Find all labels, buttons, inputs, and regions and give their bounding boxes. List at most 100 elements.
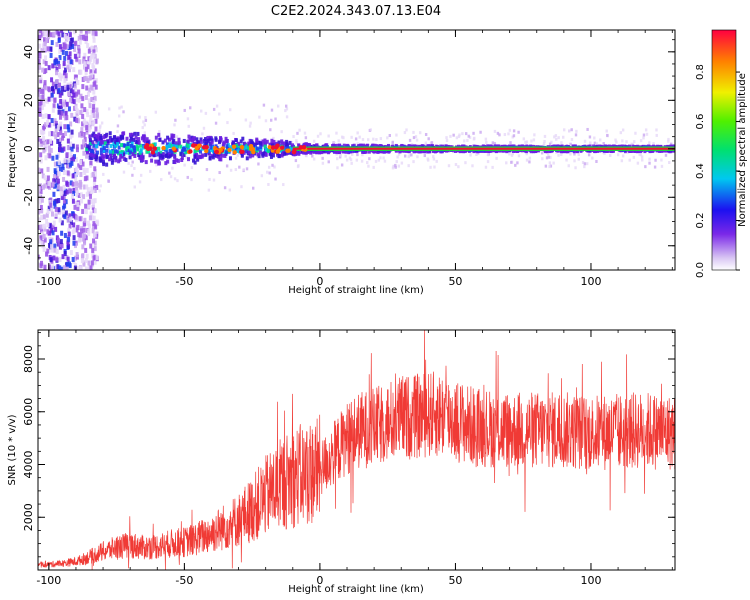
spectrogram-cell bbox=[66, 84, 70, 90]
spectrogram-cell bbox=[242, 147, 246, 152]
spectrogram-cell bbox=[62, 132, 66, 138]
spectrogram-cell bbox=[74, 74, 78, 80]
spectrogram-cell bbox=[57, 241, 61, 247]
spectrogram-cell bbox=[67, 45, 71, 51]
spectrogram-cell bbox=[87, 48, 91, 54]
spectrogram-cell bbox=[92, 33, 96, 39]
spectrogram-cell bbox=[549, 164, 553, 168]
spectrogram-cell bbox=[52, 255, 56, 261]
spectrogram-cell bbox=[229, 168, 233, 172]
spectrogram-cell bbox=[55, 174, 59, 180]
spectrogram-cell bbox=[72, 235, 76, 241]
spectrogram-cell bbox=[567, 164, 570, 168]
spectrogram-cell bbox=[120, 105, 123, 109]
spectrogram-cell bbox=[261, 139, 265, 144]
spectrogram-cell bbox=[47, 87, 51, 93]
spectrogram-cell bbox=[545, 156, 549, 160]
spectrogram-cell bbox=[61, 135, 65, 141]
spectrogram-cell bbox=[42, 101, 46, 107]
spectrogram-cell bbox=[218, 171, 221, 175]
spectrogram-cell bbox=[223, 153, 227, 158]
spectrogram-cell bbox=[39, 138, 43, 144]
spectrogram-cell bbox=[130, 164, 133, 168]
spectrogram-cell bbox=[337, 149, 341, 154]
spectrogram-cell bbox=[92, 112, 96, 118]
spectrogram-cell bbox=[234, 156, 238, 160]
spectrogram-cell bbox=[83, 240, 87, 246]
spectrogram-y-axis-label: Frequency (Hz) bbox=[7, 112, 18, 188]
spectrogram-peak bbox=[292, 148, 297, 153]
spectrogram-cell bbox=[632, 155, 636, 159]
spectrogram-cell bbox=[78, 232, 82, 238]
spectrogram-cell bbox=[466, 138, 469, 142]
spectrogram-cell bbox=[644, 128, 648, 132]
spectrogram-cell bbox=[154, 159, 158, 164]
spectrogram-cell bbox=[63, 203, 67, 209]
spectrogram-cell bbox=[315, 143, 319, 148]
spectrogram-cell bbox=[410, 144, 414, 149]
spectrogram-cell bbox=[228, 188, 232, 192]
spectrogram-cell bbox=[69, 157, 73, 163]
spectrogram-cell bbox=[473, 136, 476, 140]
spectrogram-cell bbox=[80, 228, 84, 234]
spectrogram-cell bbox=[99, 138, 103, 143]
spectrogram-cell bbox=[277, 104, 280, 108]
spectrogram-cell bbox=[88, 134, 92, 139]
spectrogram-cell bbox=[548, 161, 552, 165]
spectrogram-cell bbox=[84, 247, 88, 253]
spectrogram-cell bbox=[102, 148, 106, 153]
spectrogram-cell bbox=[98, 158, 102, 163]
spectrogram-cell bbox=[50, 211, 54, 217]
spectrogram-cell bbox=[166, 159, 170, 164]
spectrogram-cell bbox=[42, 233, 46, 239]
spectrogram-cell bbox=[76, 202, 80, 208]
spectrogram-cell bbox=[60, 243, 64, 249]
spectrogram-cell bbox=[79, 165, 83, 171]
spectrogram-cell bbox=[152, 153, 156, 158]
snr-y-tick-label: 2000 bbox=[22, 503, 35, 531]
snr-y-tick-label: 4000 bbox=[22, 451, 35, 479]
spectrogram-cell bbox=[70, 193, 74, 199]
spectrogram-cell bbox=[508, 152, 511, 156]
spectrogram-cell bbox=[81, 76, 85, 82]
spectrogram-cell bbox=[137, 137, 141, 142]
spectrogram-cell bbox=[241, 136, 245, 141]
spectrogram-cell bbox=[557, 136, 560, 140]
spectrogram-cell bbox=[236, 148, 240, 153]
spectrogram-cell bbox=[39, 74, 43, 80]
spectrogram-cell bbox=[94, 126, 98, 132]
spectrogram-cell bbox=[664, 153, 668, 157]
spectrogram-cell bbox=[574, 166, 577, 170]
spectrogram-cell bbox=[115, 137, 119, 142]
spectrogram-cell bbox=[67, 54, 71, 60]
spectrogram-cell bbox=[87, 145, 91, 150]
spectrogram-cell bbox=[186, 175, 189, 179]
spectrogram-cell bbox=[187, 134, 191, 139]
spectrogram-cell bbox=[426, 149, 430, 154]
spectrogram-cell bbox=[269, 128, 272, 132]
spectrogram-cell bbox=[87, 124, 91, 130]
spectrogram-cell bbox=[50, 92, 54, 98]
spectrogram-cell bbox=[179, 152, 183, 157]
spectrogram-cell bbox=[159, 153, 163, 158]
spectrogram-cell bbox=[653, 165, 657, 169]
spectrogram-cell bbox=[51, 81, 55, 87]
spectrogram-cell bbox=[255, 138, 259, 143]
spectrogram-cell bbox=[574, 133, 578, 137]
spectrogram-cell bbox=[46, 175, 50, 181]
spectrogram-cell bbox=[553, 135, 556, 139]
spectrogram-cell bbox=[179, 144, 183, 149]
spectrogram-cell bbox=[418, 131, 422, 135]
spectrogram-cell bbox=[105, 144, 109, 149]
spectrogram-cell bbox=[86, 43, 90, 49]
spectrogram-cell bbox=[131, 173, 134, 177]
spectrogram-peak bbox=[285, 148, 290, 153]
spectrogram-cell bbox=[200, 146, 204, 151]
spectrogram-cell bbox=[41, 31, 45, 37]
spectrogram-cell bbox=[67, 59, 71, 65]
spectrogram-cell bbox=[342, 143, 346, 148]
spectrogram-cell bbox=[66, 256, 70, 262]
spectrogram-cell bbox=[220, 153, 224, 158]
spectrogram-cell bbox=[522, 137, 526, 141]
spectrogram-cell bbox=[106, 139, 110, 144]
